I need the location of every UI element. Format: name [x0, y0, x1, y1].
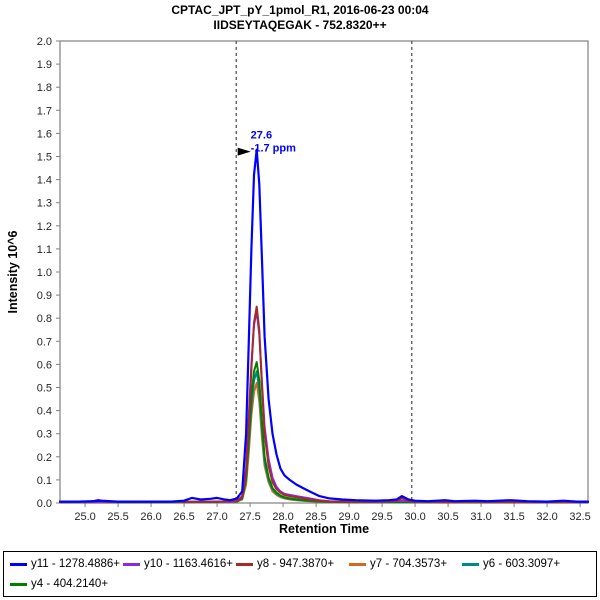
y-tick-label: 1.3	[37, 198, 52, 210]
x-tick-label: 31.0	[470, 511, 491, 523]
trace-y11[interactable]	[58, 148, 590, 503]
y-tick-label: 0.7	[37, 336, 52, 348]
trace-y4[interactable]	[59, 361, 589, 504]
legend-label: y7 - 704.3573+	[370, 558, 448, 570]
legend: y11 - 1278.4886+ y10 - 1163.4616+ y8 - 947…	[3, 551, 597, 597]
trace-y6[interactable]	[59, 370, 589, 504]
x-tick-label: 30.0	[404, 511, 425, 523]
x-tick-label: 29.0	[338, 511, 359, 523]
trace-y7[interactable]	[59, 381, 589, 504]
peak-pointer-icon	[237, 147, 251, 156]
y-tick-label: 0.5	[37, 383, 52, 395]
x-tick-label: 27.5	[239, 511, 260, 523]
x-tick-label: 32.5	[569, 511, 590, 523]
y-tick-label: 1.4	[37, 175, 52, 187]
x-tick-label: 30.5	[437, 511, 458, 523]
y-tick-label: 1.5	[37, 152, 52, 164]
x-axis-label: Retention Time	[279, 522, 369, 536]
trace-y10[interactable]	[59, 310, 589, 504]
legend-item-y10: y10 - 1163.4616+	[123, 554, 236, 574]
x-tick-label: 27.0	[206, 511, 227, 523]
x-tick-label: 25.5	[107, 511, 128, 523]
chromatogram-plot[interactable]: Retention Time Intensity 10^6 25.0 25.5 26…	[0, 33, 600, 551]
y-tick-label: 1.7	[37, 105, 52, 117]
y-tick-label: 2.0	[37, 36, 52, 48]
x-tick-label: 29.5	[371, 511, 392, 523]
x-tick-label: 32.0	[536, 511, 557, 523]
peak-rt-annotation[interactable]: 27.6	[251, 130, 272, 142]
y-tick-label: 1.8	[37, 82, 52, 94]
x-tick-label: 26.5	[173, 511, 194, 523]
legend-label: y6 - 603.3097+	[483, 558, 561, 570]
y-axis-label: Intensity 10^6	[6, 230, 20, 313]
y-tick-label: 1.2	[37, 221, 52, 233]
y-tick-label: 0.1	[37, 475, 52, 487]
legend-swatch-icon	[349, 562, 366, 566]
legend-item-y6: y6 - 603.3097+	[462, 554, 575, 574]
x-tick-label: 28.5	[305, 511, 326, 523]
y-tick-label: 0.4	[37, 406, 52, 418]
legend-swatch-icon	[462, 562, 479, 566]
legend-swatch-icon	[10, 582, 27, 586]
legend-item-y7: y7 - 704.3573+	[349, 554, 462, 574]
chart-title: CPTAC_JPT_pY_1pmol_R1, 2016-06-23 00:04 …	[0, 3, 600, 33]
legend-label: y8 - 947.3870+	[257, 558, 335, 570]
x-tick-label: 26.0	[140, 511, 161, 523]
y-tick-label: 1.6	[37, 128, 52, 140]
legend-swatch-icon	[236, 562, 253, 566]
legend-item-y8: y8 - 947.3870+	[236, 554, 349, 574]
plot-border	[59, 40, 589, 504]
y-tick-label: 0.2	[37, 452, 52, 464]
chart-title-line2: IIDSEYTAQEGAK - 752.8320++	[213, 18, 387, 32]
legend-swatch-icon	[10, 562, 27, 566]
peak-ppm-annotation[interactable]: -1.7 ppm	[251, 143, 296, 155]
y-tick-label: 0.8	[37, 313, 52, 325]
legend-label: y11 - 1278.4886+	[31, 558, 120, 570]
legend-swatch-icon	[123, 562, 140, 566]
y-tick-label: 1.1	[37, 244, 52, 256]
y-tick-label: 0.3	[37, 429, 52, 441]
legend-label: y10 - 1163.4616+	[144, 558, 233, 570]
chart-title-line1: CPTAC_JPT_pY_1pmol_R1, 2016-06-23 00:04	[171, 3, 429, 17]
legend-item-y11: y11 - 1278.4886+	[10, 554, 123, 574]
x-tick-label: 31.5	[503, 511, 524, 523]
y-tick-label: 1.0	[37, 267, 52, 279]
y-tick-label: 0.0	[37, 498, 52, 510]
y-tick-label: 1.9	[37, 59, 52, 71]
legend-label: y4 - 404.2140+	[31, 578, 109, 590]
x-tick-label: 25.0	[74, 511, 95, 523]
legend-item-y4: y4 - 404.2140+	[10, 574, 123, 594]
y-tick-label: 0.9	[37, 290, 52, 302]
x-tick-label: 28.0	[272, 511, 293, 523]
trace-y8[interactable]	[59, 305, 589, 504]
y-tick-label: 0.6	[37, 359, 52, 371]
